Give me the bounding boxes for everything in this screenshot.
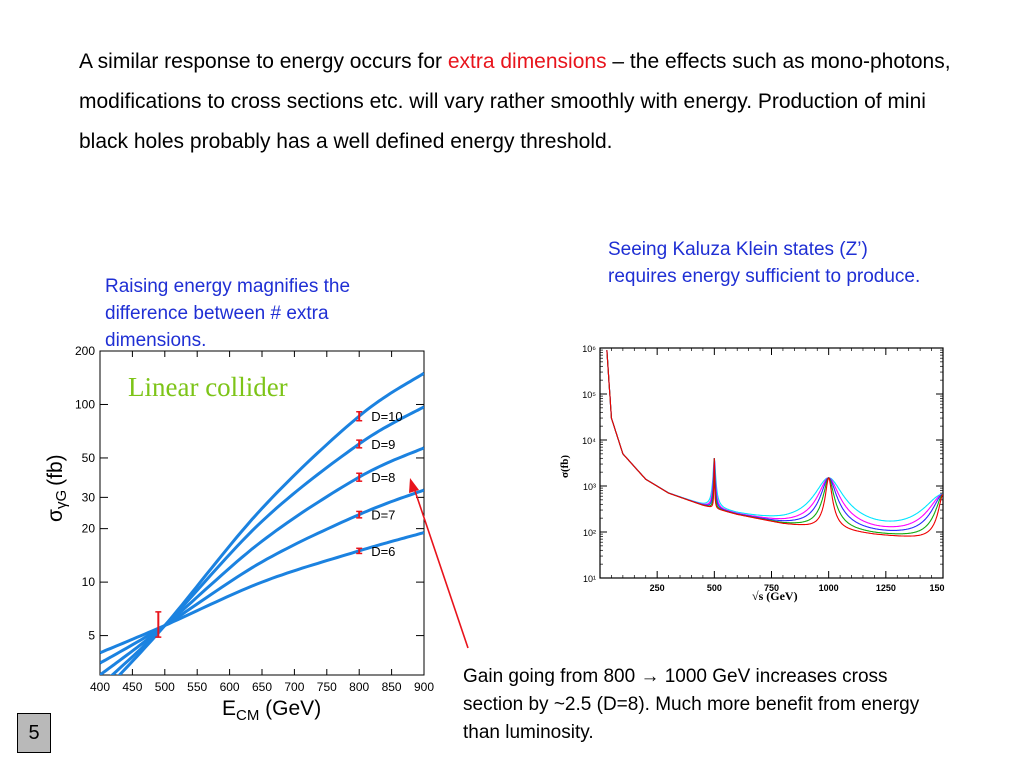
y-tick-label: 20	[82, 522, 96, 536]
annotation-arrow	[409, 478, 469, 649]
right-curves	[606, 350, 943, 537]
left-series-labels: D=10 D=9 D=8 D=7 D=6	[371, 409, 402, 559]
x-tick-label: 450	[122, 680, 142, 694]
series-label: D=8	[371, 470, 395, 485]
kaluza-klein-chart: 250 500 750 1000 1250 150 10¹ 10² 10³ 10⁴ 10⁵ 10⁶ √…	[559, 344, 945, 603]
x-tick-label: 550	[187, 680, 207, 694]
intro-text-2: – the effects such as mono-photons, modi…	[79, 50, 951, 153]
x-tick-label: 400	[90, 680, 110, 694]
series-label: D=7	[371, 508, 395, 523]
left-y-ticks: 5 10 20 30 50 100 200	[75, 344, 424, 643]
left-error-bars	[155, 411, 363, 638]
curve-d-7	[100, 488, 424, 665]
right-x-tick-label: 250	[650, 583, 665, 593]
x-tick-label: 800	[349, 680, 369, 694]
left-y-axis-label: σγG(fb)	[44, 454, 70, 522]
slide-number: 5	[17, 713, 51, 753]
y-tick-label: 10	[82, 575, 96, 589]
series-label: D=9	[371, 437, 395, 452]
left-x-ticks: 400 450 500 550 600 650 700 750 800 850 900	[90, 351, 434, 694]
left-curves	[100, 371, 424, 675]
right-x-axis-label: √s (GeV)	[752, 589, 798, 603]
curve-d-9	[109, 405, 424, 675]
svg-text:σγG(fb): σγG(fb)	[44, 454, 70, 522]
left-note: Raising energy magnifies the difference …	[105, 276, 351, 351]
kk-curve	[606, 350, 943, 522]
curve-d-6	[100, 531, 424, 655]
intro-text-1: A similar response to energy occurs for	[79, 50, 448, 73]
x-tick-label: 850	[382, 680, 402, 694]
x-tick-label: 700	[284, 680, 304, 694]
curve-d-8	[100, 446, 424, 675]
right-x-tick-label: 1000	[819, 583, 839, 593]
x-tick-label: 500	[155, 680, 175, 694]
kk-curve	[606, 350, 943, 531]
y-tick-label: 30	[82, 490, 96, 504]
linear-collider-chart: 400 450 500 550 600 650 700 750 800 850 900 5 10 20 3…	[44, 344, 434, 724]
x-tick-label: 750	[317, 680, 337, 694]
kk-curve	[606, 350, 943, 528]
y-tick-label: 5	[88, 629, 95, 643]
series-label: D=10	[371, 409, 402, 424]
right-y-tick-label: 10⁴	[582, 436, 596, 446]
right-y-tick-label: 10⁶	[582, 344, 596, 354]
y-tick-label: 100	[75, 397, 95, 411]
left-x-axis-label: ECM (GeV)	[222, 697, 321, 724]
kk-curve	[606, 350, 943, 537]
right-ticks: 250 500 750 1000 1250 150 10¹ 10² 10³ 10⁴ 10⁵ 10⁶	[582, 344, 944, 593]
series-label: D=6	[371, 544, 395, 559]
right-y-tick-label: 10²	[583, 528, 596, 538]
right-y-axis-label: σ(fb)	[559, 455, 571, 478]
right-y-tick-label: 10¹	[583, 574, 596, 584]
x-tick-label: 900	[414, 680, 434, 694]
left-chart-title: Linear collider	[128, 372, 288, 402]
intro-paragraph: A similar response to energy occurs for …	[79, 42, 959, 162]
right-y-tick-label: 10³	[583, 482, 596, 492]
right-x-tick-label: 750	[764, 583, 779, 593]
intro-highlight: extra dimensions	[447, 50, 607, 73]
x-tick-label: 600	[220, 680, 240, 694]
right-x-tick-label: 150	[929, 583, 944, 593]
bottom-note: Gain going from 800 → 1000 GeV increases…	[463, 666, 920, 743]
right-y-tick-label: 10⁵	[582, 390, 596, 400]
x-tick-label: 650	[252, 680, 272, 694]
curve-d-10	[117, 371, 424, 675]
right-chart-frame	[599, 347, 944, 579]
y-tick-label: 50	[82, 451, 96, 465]
right-note: Seeing Kaluza Klein states (Z’) requires…	[608, 239, 921, 287]
right-x-tick-label: 1250	[876, 583, 896, 593]
y-tick-label: 200	[75, 344, 95, 358]
kk-curve	[606, 350, 943, 535]
right-x-tick-label: 500	[707, 583, 722, 593]
